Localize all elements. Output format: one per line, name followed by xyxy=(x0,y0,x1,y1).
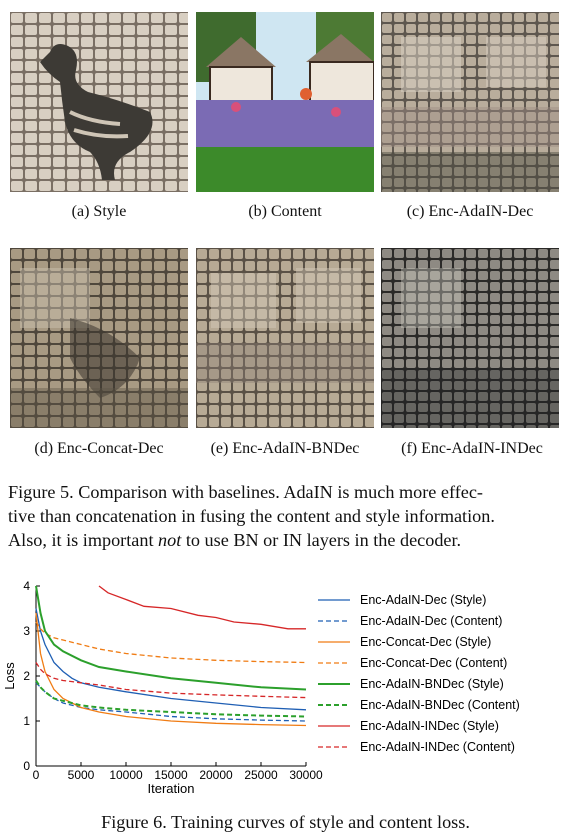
x-tick-label: 5000 xyxy=(68,768,95,782)
series-line xyxy=(35,621,307,664)
figure5-caption-text: to use BN or IN layers in the decoder. xyxy=(181,530,462,550)
panel-caption: (b) Content xyxy=(248,203,322,220)
y-tick-label: 0 xyxy=(23,759,30,773)
panel-caption: (e) Enc-AdaIN-BNDec xyxy=(210,440,360,457)
figure5-caption-text: Also, it is important xyxy=(8,530,159,550)
series-line xyxy=(35,612,307,727)
panel-enc-adain-dec-image xyxy=(381,12,559,192)
legend-label: Enc-AdaIN-INDec (Style) xyxy=(360,719,499,733)
y-tick-label: 3 xyxy=(23,624,30,638)
legend-label: Enc-Concat-Dec (Content) xyxy=(360,656,507,670)
legend-label: Enc-AdaIN-BNDec (Content) xyxy=(360,698,520,712)
legend-label: Enc-AdaIN-INDec (Content) xyxy=(360,740,515,754)
series-line xyxy=(35,585,307,691)
figure6-caption: Figure 6. Training curves of style and c… xyxy=(101,812,470,832)
series-line xyxy=(98,585,306,630)
figure5-caption-line: tive than concatenation in fusing the co… xyxy=(8,506,495,526)
panel-caption: (d) Enc-Concat-Dec xyxy=(34,440,164,457)
panel-enc-adain-bndec-image xyxy=(196,248,374,428)
figure5-caption-emphasis: not xyxy=(158,530,182,550)
y-tick-label: 4 xyxy=(23,579,30,593)
panel-style-image xyxy=(10,12,188,192)
series-line xyxy=(35,679,307,718)
x-tick-label: 25000 xyxy=(244,768,278,782)
x-tick-label: 0 xyxy=(33,768,40,782)
panel-caption: (c) Enc-AdaIN-Dec xyxy=(406,203,534,220)
x-tick-label: 30000 xyxy=(289,768,323,782)
y-axis-label: Loss xyxy=(2,662,17,690)
x-tick-label: 20000 xyxy=(199,768,233,782)
y-tick-label: 2 xyxy=(23,669,30,683)
x-axis-label: Iteration xyxy=(148,781,195,796)
legend-label: Enc-AdaIN-Dec (Content) xyxy=(360,614,502,628)
figure5-caption-line: Figure 5. Comparison with baselines. Ada… xyxy=(8,482,483,502)
figure5-caption-line: Also, it is important not to use BN or I… xyxy=(8,528,563,552)
training-loss-chart: 0 5000 10000 15000 20000 25000 30000 0 1 2 3 4 Itera… xyxy=(2,579,520,796)
x-tick-label: 10000 xyxy=(109,768,143,782)
y-tick-label: 1 xyxy=(23,714,30,728)
panel-caption: (a) Style xyxy=(71,203,127,220)
figure5-caption: Figure 5. Comparison with baselines. Ada… xyxy=(8,480,563,552)
x-tick-label: 15000 xyxy=(154,768,188,782)
panel-caption: (f) Enc-AdaIN-INDec xyxy=(401,440,543,457)
legend-label: Enc-AdaIN-Dec (Style) xyxy=(360,593,486,607)
panel-enc-concat-dec-image xyxy=(10,248,188,428)
panel-enc-adain-indec-image xyxy=(381,248,559,428)
legend-label: Enc-Concat-Dec (Style) xyxy=(360,635,491,649)
series-line xyxy=(35,662,307,699)
series-line xyxy=(35,682,307,722)
legend-label: Enc-AdaIN-BNDec (Style) xyxy=(360,677,504,691)
panel-content-image xyxy=(196,12,374,192)
